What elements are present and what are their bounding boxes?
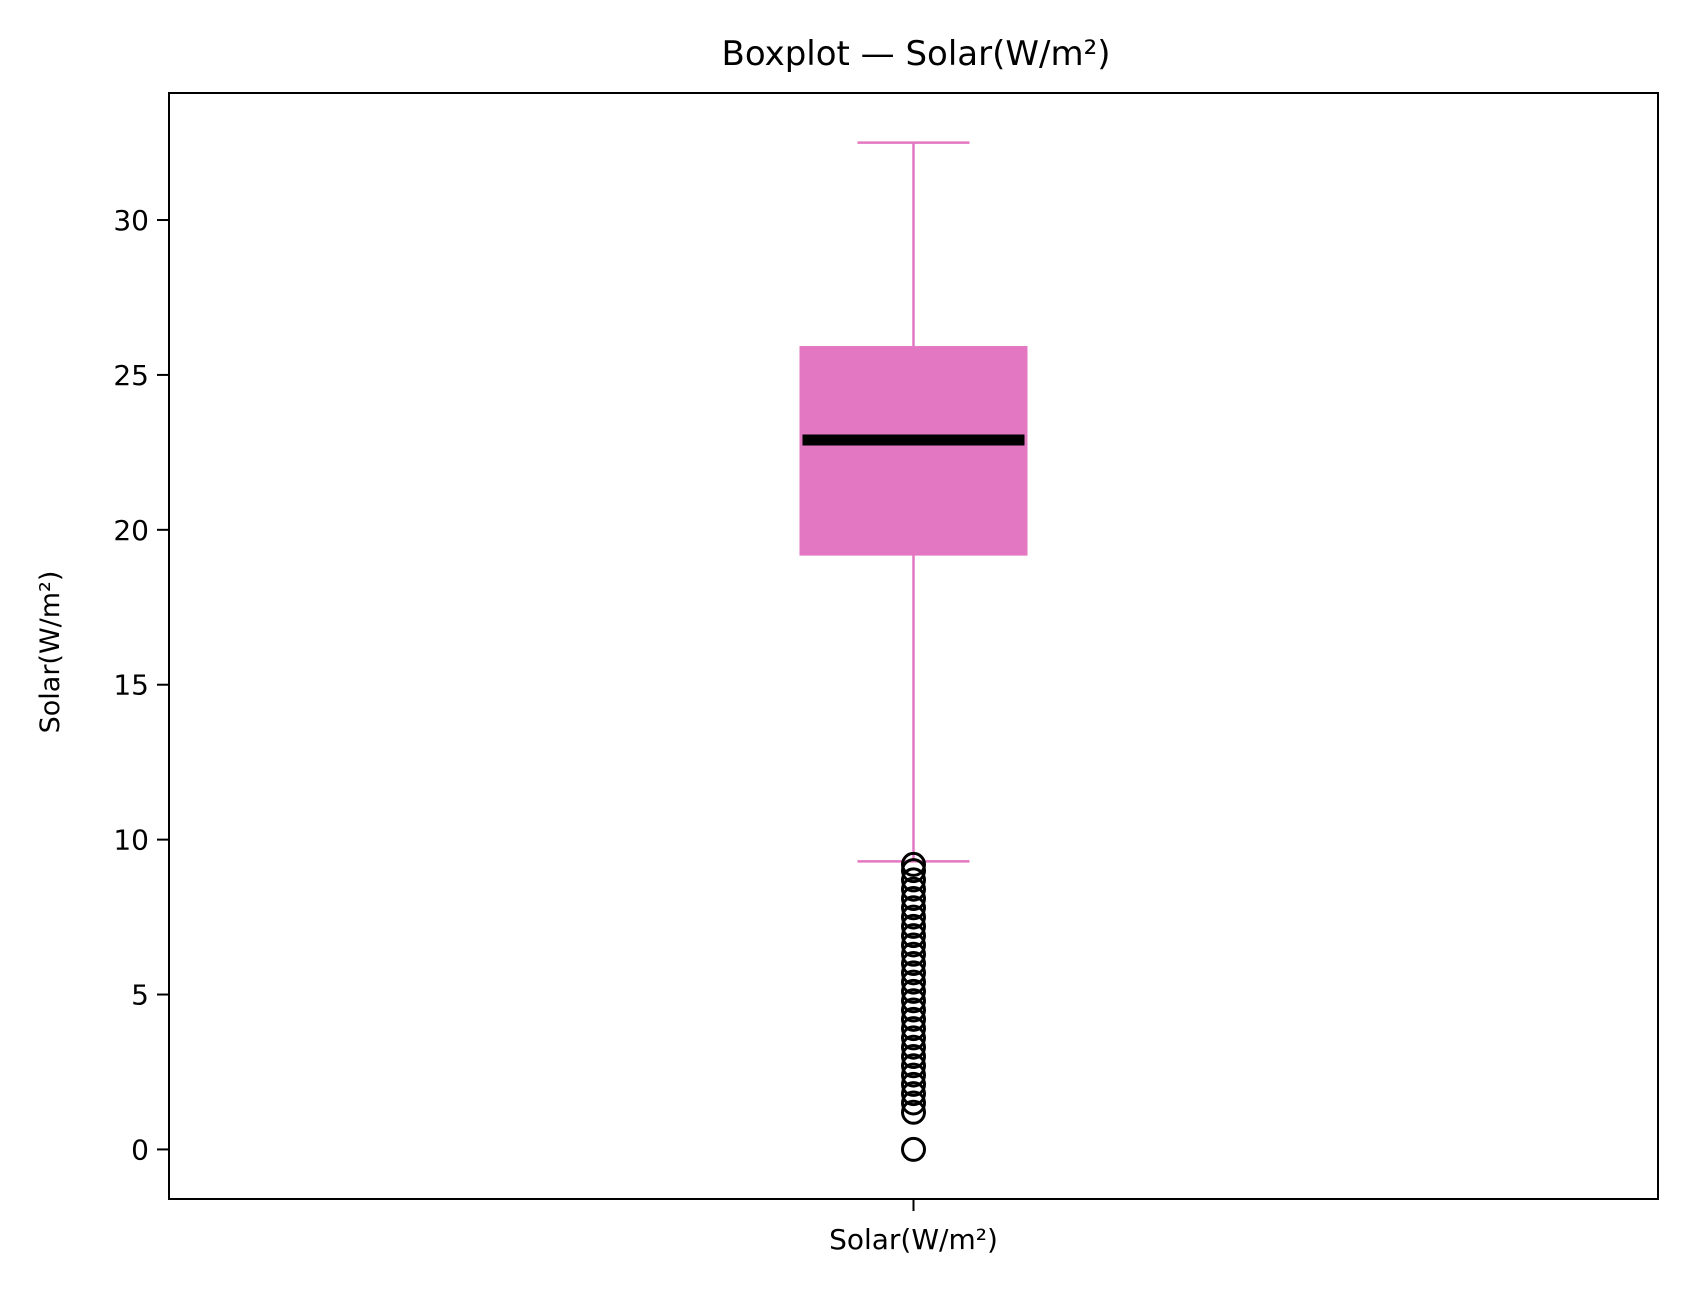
outlier-point — [901, 960, 926, 986]
outlier-point — [901, 988, 926, 1014]
outlier-point — [901, 1136, 926, 1162]
outlier-point — [901, 969, 926, 995]
outlier-point — [901, 1081, 926, 1107]
outlier-point — [901, 876, 926, 902]
y-axis-label: Solar(W/m²) — [35, 571, 66, 734]
outlier-point — [901, 1025, 926, 1051]
outlier-point — [901, 851, 926, 877]
x-axis: Solar(W/m²) — [829, 1199, 998, 1256]
outlier-point — [901, 997, 926, 1023]
outlier-point — [901, 1034, 926, 1060]
outlier-point — [901, 1062, 926, 1088]
outlier-point — [901, 951, 926, 977]
outlier-point — [901, 1043, 926, 1069]
outlier-point — [901, 858, 926, 884]
outlier-point — [901, 1053, 926, 1079]
outlier-point — [901, 1090, 926, 1116]
y-tick-label: 5 — [131, 979, 149, 1012]
y-tick-label: 30 — [113, 204, 149, 237]
outlier-point — [901, 1099, 926, 1125]
outlier-point — [901, 1016, 926, 1042]
outlier-point — [901, 895, 926, 921]
outlier-point — [901, 885, 926, 911]
iqr-box — [799, 346, 1028, 556]
outlier-point — [901, 932, 926, 958]
outlier-point — [901, 978, 926, 1004]
plot-frame — [168, 92, 1659, 1200]
outlier-point — [901, 913, 926, 939]
outlier-point — [901, 867, 926, 893]
outlier-point — [901, 941, 926, 967]
outlier-point — [901, 1071, 926, 1097]
y-tick-label: 10 — [113, 824, 149, 857]
y-tick-label: 15 — [113, 669, 149, 702]
outlier-point — [901, 904, 926, 930]
y-tick-label: 25 — [113, 359, 149, 392]
outlier-point — [901, 923, 926, 949]
y-tick-label: 20 — [113, 514, 149, 547]
chart-title: Boxplot — Solar(W/m²) — [722, 34, 1111, 74]
box-series — [799, 141, 1028, 1162]
y-tick-label: 0 — [131, 1133, 149, 1166]
x-tick-label: Solar(W/m²) — [829, 1223, 998, 1256]
outlier-point — [901, 1006, 926, 1032]
y-axis: 0 5 10 15 20 25 30 — [113, 204, 169, 1166]
